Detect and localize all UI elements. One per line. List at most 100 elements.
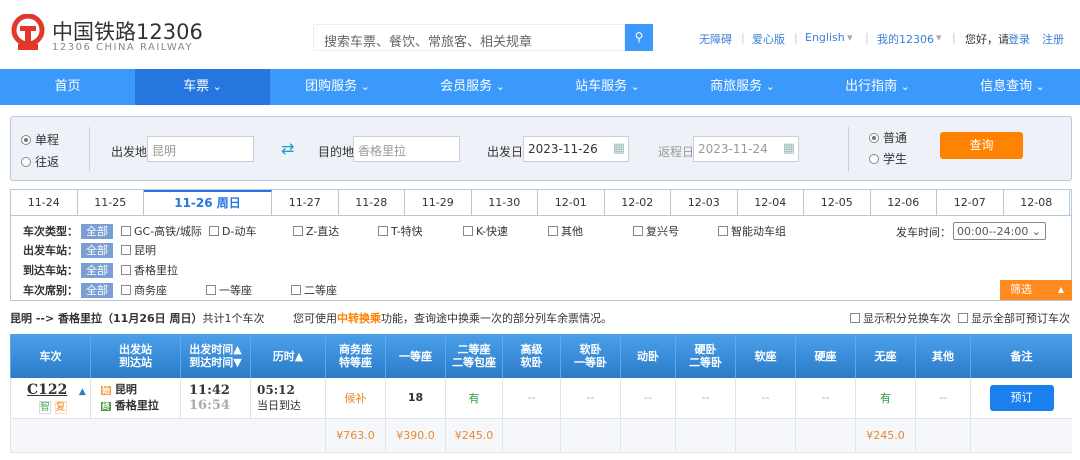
train-type-checkbox[interactable]: 其他 (548, 223, 633, 239)
nav-item[interactable]: 会员服务 ⌄ (405, 69, 540, 105)
depart-time-select[interactable]: 00:00--24:00 ⌄ (953, 222, 1046, 240)
one-way-radio[interactable]: 单程 (21, 131, 59, 148)
show-points-checkbox[interactable]: 显示积分兑换车次 (850, 310, 951, 326)
all-types-button[interactable]: 全部 (81, 223, 113, 239)
column-header[interactable]: 软卧 一等卧 (560, 334, 621, 378)
column-header[interactable]: 其他 (915, 334, 971, 378)
seat-availability-cell[interactable]: -- (735, 378, 796, 419)
seat-availability-cell[interactable]: -- (502, 378, 561, 419)
seat-availability-cell[interactable]: -- (915, 378, 971, 419)
round-trip-radio[interactable]: 往返 (21, 153, 59, 170)
nav-item[interactable]: 团购服务 ⌄ (270, 69, 405, 105)
train-type-checkbox[interactable]: Z-直达 (293, 223, 378, 239)
date-tab[interactable]: 11-25 (77, 190, 144, 216)
date-tab[interactable]: 12-01 (538, 190, 605, 216)
column-header[interactable]: 出发站 到达站 (90, 334, 181, 378)
train-type-checkbox[interactable]: D-动车 (209, 223, 293, 239)
my-12306-link[interactable]: 我的12306 (877, 33, 934, 46)
seat-availability-cell[interactable]: -- (675, 378, 736, 419)
nav-item[interactable]: 信息查询 ⌄ (945, 69, 1080, 105)
calendar-icon[interactable]: ▦ (782, 141, 795, 156)
english-link[interactable]: English (805, 31, 845, 44)
normal-ticket-radio[interactable]: 普通 (869, 129, 907, 146)
seat-availability-cell[interactable]: 有 (445, 378, 503, 419)
search-button[interactable]: ⚲ (625, 24, 653, 51)
date-tab[interactable]: 12-04 (737, 190, 804, 216)
depart-date-input[interactable]: 2023-11-26 ▦ (523, 136, 629, 162)
nav-item-label: 会员服务 (440, 79, 493, 94)
seat-availability-cell[interactable]: -- (620, 378, 676, 419)
train-number-link[interactable]: C122 (27, 382, 68, 399)
nav-item[interactable]: 商旅服务 ⌄ (675, 69, 810, 105)
train-type-checkbox[interactable]: 复兴号 (633, 223, 718, 239)
nav-item[interactable]: 出行指南 ⌄ (810, 69, 945, 105)
swap-icon[interactable]: ⇄ (281, 139, 295, 158)
nav-item[interactable]: 车票 ⌄ (135, 69, 270, 105)
column-header[interactable]: 车次 (10, 334, 91, 378)
book-button[interactable]: 预订 (989, 384, 1054, 411)
date-tab[interactable]: 11-24 (11, 190, 78, 216)
seat-availability-cell[interactable]: -- (560, 378, 621, 419)
column-header[interactable]: 无座 (855, 334, 916, 378)
date-tab[interactable]: 11-30 (471, 190, 538, 216)
date-tab[interactable]: 12-06 (870, 190, 937, 216)
column-header[interactable]: 备注 (970, 334, 1072, 378)
date-tab[interactable]: 12-07 (937, 190, 1004, 216)
return-date-input[interactable]: 2023-11-24 ▦ (693, 136, 799, 162)
date-tab[interactable]: 11-26 周日 (144, 190, 272, 216)
column-header[interactable]: 动卧 (620, 334, 676, 378)
column-header[interactable]: 软座 (735, 334, 796, 378)
column-header[interactable]: 一等座 (385, 334, 446, 378)
nav-item-label: 商旅服务 (710, 79, 763, 94)
column-header[interactable]: 高级 软卧 (502, 334, 561, 378)
nav-item[interactable]: 站车服务 ⌄ (540, 69, 675, 105)
seat-availability-cell[interactable]: 18 (385, 378, 446, 419)
date-tab[interactable]: 11-28 (338, 190, 405, 216)
column-header[interactable]: 出发时间▲ 到达时间▼ (180, 334, 251, 378)
china-railway-logo (11, 14, 45, 50)
login-link[interactable]: 登录 (1008, 33, 1030, 46)
expand-stops-icon[interactable]: ▲ (78, 387, 86, 398)
all-seats-button[interactable]: 全部 (81, 282, 113, 298)
to-station-input[interactable]: 香格里拉 (353, 136, 460, 162)
train-type-checkbox[interactable]: GC-高铁/城际 (121, 223, 209, 239)
nav-item-label: 站车服务 (575, 79, 628, 94)
column-header[interactable]: 硬座 (795, 334, 856, 378)
date-tab[interactable]: 11-27 (272, 190, 339, 216)
all-to-button[interactable]: 全部 (81, 262, 113, 278)
seat-class-checkbox[interactable]: 二等座 (291, 282, 376, 298)
train-type-checkbox[interactable]: 智能动车组 (718, 223, 808, 239)
site-search-input[interactable]: 搜索车票、餐饮、常旅客、相关规章 (313, 24, 625, 51)
date-tab[interactable]: 12-02 (604, 190, 671, 216)
column-header[interactable]: 硬卧 二等卧 (675, 334, 736, 378)
train-type-checkbox[interactable]: T-特快 (378, 223, 463, 239)
care-version-link[interactable]: 爱心版 (752, 33, 785, 46)
nav-item[interactable]: 首页 (0, 69, 135, 105)
price-cell: ¥390.0 (385, 418, 446, 453)
from-station-input[interactable]: 昆明 (147, 136, 254, 162)
calendar-icon[interactable]: ▦ (612, 141, 625, 156)
train-type-checkbox[interactable]: K-快速 (463, 223, 548, 239)
transfer-link[interactable]: 中转换乘 (337, 312, 381, 325)
query-button[interactable]: 查询 (940, 132, 1023, 159)
from-station-checkbox[interactable]: 昆明 (121, 242, 156, 258)
date-tab[interactable]: 12-05 (804, 190, 871, 216)
to-station-checkbox[interactable]: 香格里拉 (121, 262, 178, 278)
column-header[interactable]: 历时▲ (250, 334, 326, 378)
seat-availability-cell[interactable]: -- (795, 378, 856, 419)
date-tab[interactable]: 12-08 (1003, 190, 1070, 216)
seat-class-checkbox[interactable]: 商务座 (121, 282, 206, 298)
date-tab[interactable]: 12-03 (671, 190, 738, 216)
student-ticket-radio[interactable]: 学生 (869, 150, 907, 167)
accessibility-link[interactable]: 无障碍 (699, 33, 732, 46)
show-all-checkbox[interactable]: 显示全部可预订车次 (958, 310, 1070, 326)
register-link[interactable]: 注册 (1042, 33, 1064, 46)
date-tab[interactable]: 11-29 (405, 190, 472, 216)
all-from-button[interactable]: 全部 (81, 242, 113, 258)
column-header[interactable]: 商务座 特等座 (325, 334, 386, 378)
seat-class-checkbox[interactable]: 一等座 (206, 282, 291, 298)
seat-availability-cell[interactable]: 候补 (325, 378, 386, 419)
seat-availability-cell[interactable]: 有 (855, 378, 916, 419)
column-header[interactable]: 二等座 二等包座 (445, 334, 503, 378)
filter-toggle-button[interactable]: 筛选 ▲ (1000, 280, 1072, 300)
